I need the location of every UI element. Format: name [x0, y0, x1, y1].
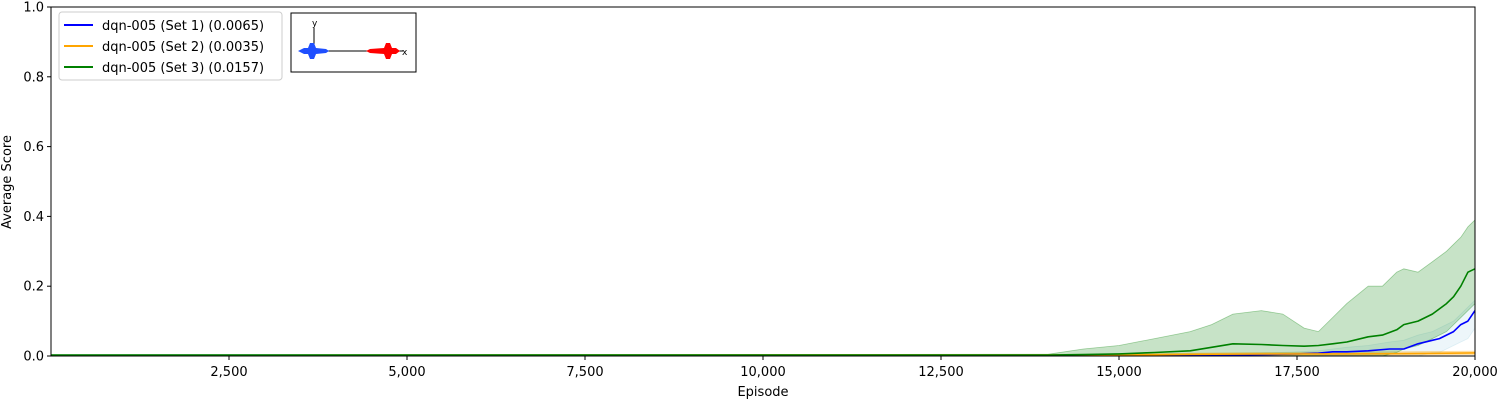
y-tick-label: 0.0: [23, 350, 44, 365]
legend-entry-set1: dqn-005 (Set 1) (0.0065): [102, 19, 264, 34]
y-tick-label: 0.8: [23, 70, 44, 85]
inset-box: [290, 12, 417, 73]
blue-jet-icon: [298, 43, 329, 59]
legend-box: [58, 11, 283, 81]
y-axis-ticks: 0.0 0.2 0.4 0.6 0.8 1.0: [23, 1, 51, 365]
confidence-band-set3: [51, 219, 1475, 356]
confidence-band-set1: [51, 299, 1475, 356]
red-jet-icon: [366, 43, 400, 59]
series-lines: [51, 268, 1475, 356]
y-tick-label: 0.6: [23, 140, 44, 155]
x-tick-label: 10,000: [740, 365, 786, 380]
scenario-inset: x y: [290, 12, 417, 73]
x-tick-label: 12,500: [918, 365, 964, 380]
y-axis-label: Average Score: [0, 135, 15, 229]
x-axis-label: Episode: [737, 385, 788, 400]
legend: dqn-005 (Set 1) (0.0065) dqn-005 (Set 2)…: [58, 11, 283, 81]
x-tick-label: 7,500: [566, 365, 603, 380]
x-tick-label: 2,500: [210, 365, 247, 380]
x-tick-label: 20,000: [1452, 365, 1498, 380]
series-line-set3: [51, 268, 1475, 356]
legend-entry-set3: dqn-005 (Set 3) (0.0157): [102, 61, 264, 76]
y-tick-label: 0.2: [23, 280, 44, 295]
x-axis-ticks: 2,500 5,000 7,500 10,000 12,500 15,000 17,500 2…: [210, 356, 1498, 380]
y-tick-label: 0.4: [23, 210, 44, 225]
series-line-set1: [51, 310, 1475, 356]
series-line-set2: [51, 352, 1475, 356]
y-tick-label: 1.0: [23, 1, 44, 16]
legend-entry-set2: dqn-005 (Set 2) (0.0035): [102, 40, 264, 55]
x-tick-label: 17,500: [1274, 365, 1320, 380]
inset-y-label: y: [312, 19, 318, 29]
x-tick-label: 15,000: [1096, 365, 1142, 380]
inset-x-label: x: [402, 48, 408, 58]
x-tick-label: 5,000: [388, 365, 425, 380]
